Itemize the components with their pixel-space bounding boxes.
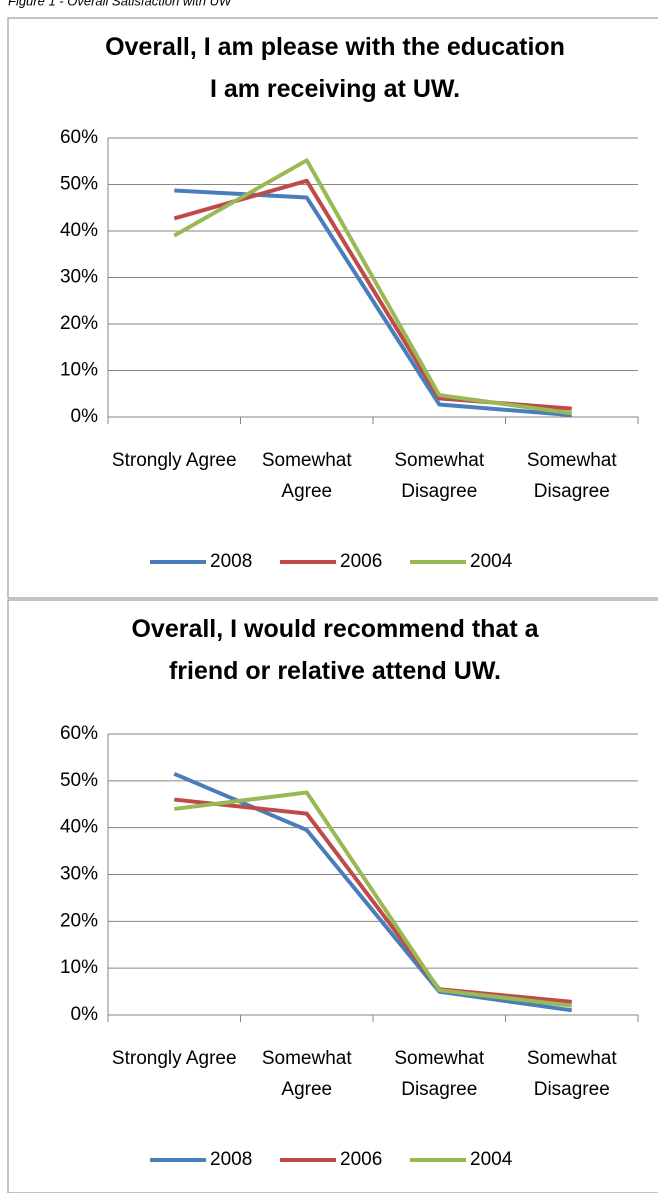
caption: Figure 1 - Overall Satisfaction with UW bbox=[8, 0, 233, 8]
x-tick-label: Somewhat Agree bbox=[261, 450, 352, 502]
x-tick-label: Strongly Agree bbox=[111, 450, 237, 471]
series-line bbox=[174, 797, 572, 1004]
x-tick-label-box: Strongly Agree bbox=[111, 1048, 237, 1069]
x-tick-label: Strongly Agree bbox=[111, 1048, 237, 1069]
x-tick-label-box: Somewhat Disagree bbox=[394, 450, 485, 502]
x-tick-label-box: Somewhat Disagree bbox=[526, 1048, 617, 1100]
series-line bbox=[173, 178, 572, 411]
y-tick-label: 40% bbox=[60, 817, 98, 838]
series-line bbox=[173, 158, 573, 416]
legend-label: 2008 bbox=[210, 551, 252, 572]
legend-label: 2006 bbox=[340, 551, 382, 572]
x-tick-label-box: Somewhat Agree bbox=[261, 1048, 352, 1100]
x-tick-label-box: Somewhat Disagree bbox=[526, 450, 617, 502]
y-tick-label: 20% bbox=[60, 910, 98, 931]
x-tick-label-box: Somewhat Disagree bbox=[394, 1048, 485, 1100]
y-tick-label: 60% bbox=[60, 127, 98, 148]
y-tick-label: 30% bbox=[60, 864, 98, 885]
x-tick-label: Somewhat Disagree bbox=[394, 450, 485, 502]
chart-frame bbox=[7, 17, 658, 599]
y-tick-label: 40% bbox=[60, 220, 98, 241]
x-tick-label: Somewhat Disagree bbox=[394, 1048, 485, 1100]
y-tick-label: 50% bbox=[60, 770, 98, 791]
y-tick-label: 10% bbox=[60, 957, 98, 978]
y-tick-label: 10% bbox=[60, 360, 98, 381]
y-tick-label: 60% bbox=[60, 723, 98, 744]
chart-title: Overall, I am please with the education … bbox=[105, 33, 565, 103]
y-tick-label: 30% bbox=[60, 267, 98, 288]
y-tick-label: 0% bbox=[71, 1004, 99, 1025]
x-tick-label: Somewhat Disagree bbox=[526, 1048, 617, 1100]
legend-label: 2004 bbox=[470, 1149, 513, 1170]
series-line bbox=[174, 188, 572, 418]
y-tick-label: 50% bbox=[60, 174, 98, 195]
chart-title-box: Overall, I am please with the education … bbox=[105, 33, 565, 103]
legend-label: 2004 bbox=[470, 551, 513, 572]
x-tick-label-box: Somewhat Agree bbox=[261, 450, 352, 502]
y-tick-label: 20% bbox=[60, 313, 98, 334]
series-line bbox=[174, 790, 572, 1008]
chart-frame bbox=[7, 599, 658, 1193]
x-tick-label: Somewhat Disagree bbox=[526, 450, 617, 502]
legend-label: 2006 bbox=[340, 1149, 382, 1170]
chart-title-box: Overall, I would recommend that a friend… bbox=[131, 615, 539, 685]
x-tick-label: Somewhat Agree bbox=[261, 1048, 352, 1100]
x-tick-label-box: Strongly Agree bbox=[111, 450, 237, 471]
chart-title: Overall, I would recommend that a friend… bbox=[131, 615, 539, 685]
legend-label: 2008 bbox=[210, 1149, 252, 1170]
y-tick-label: 0% bbox=[71, 406, 99, 427]
